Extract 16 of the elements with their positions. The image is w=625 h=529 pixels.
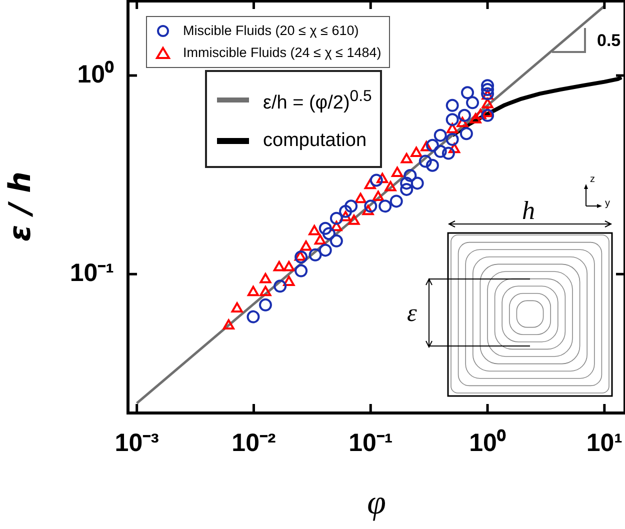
legend-label: ε/h = (φ/2)$^{0.5}$ bbox=[263, 87, 372, 116]
x-tick-label: 10¹ bbox=[586, 428, 622, 457]
annotation: y bbox=[605, 198, 610, 209]
x-tick-label: 10⁻² bbox=[232, 428, 276, 457]
x-tick-label: 10⁻³ bbox=[114, 428, 159, 457]
annotation: ε bbox=[407, 300, 417, 328]
x-axis-title: φ bbox=[367, 484, 386, 522]
annotation: 0.5 bbox=[597, 31, 622, 51]
y-axis-title: ε / h bbox=[2, 172, 38, 242]
annotation: z bbox=[590, 174, 595, 185]
x-tick-label: 10⁻¹ bbox=[348, 428, 393, 457]
legend-label: Miscible Fluids (20 ≤ χ ≤ 610) bbox=[183, 22, 359, 40]
x-tick-label: 10⁰ bbox=[469, 428, 506, 457]
legend-label: computation bbox=[263, 129, 367, 154]
annotation: h bbox=[522, 196, 535, 226]
legend-label: Immiscible Fluids (24 ≤ χ ≤ 1484) bbox=[183, 44, 382, 62]
